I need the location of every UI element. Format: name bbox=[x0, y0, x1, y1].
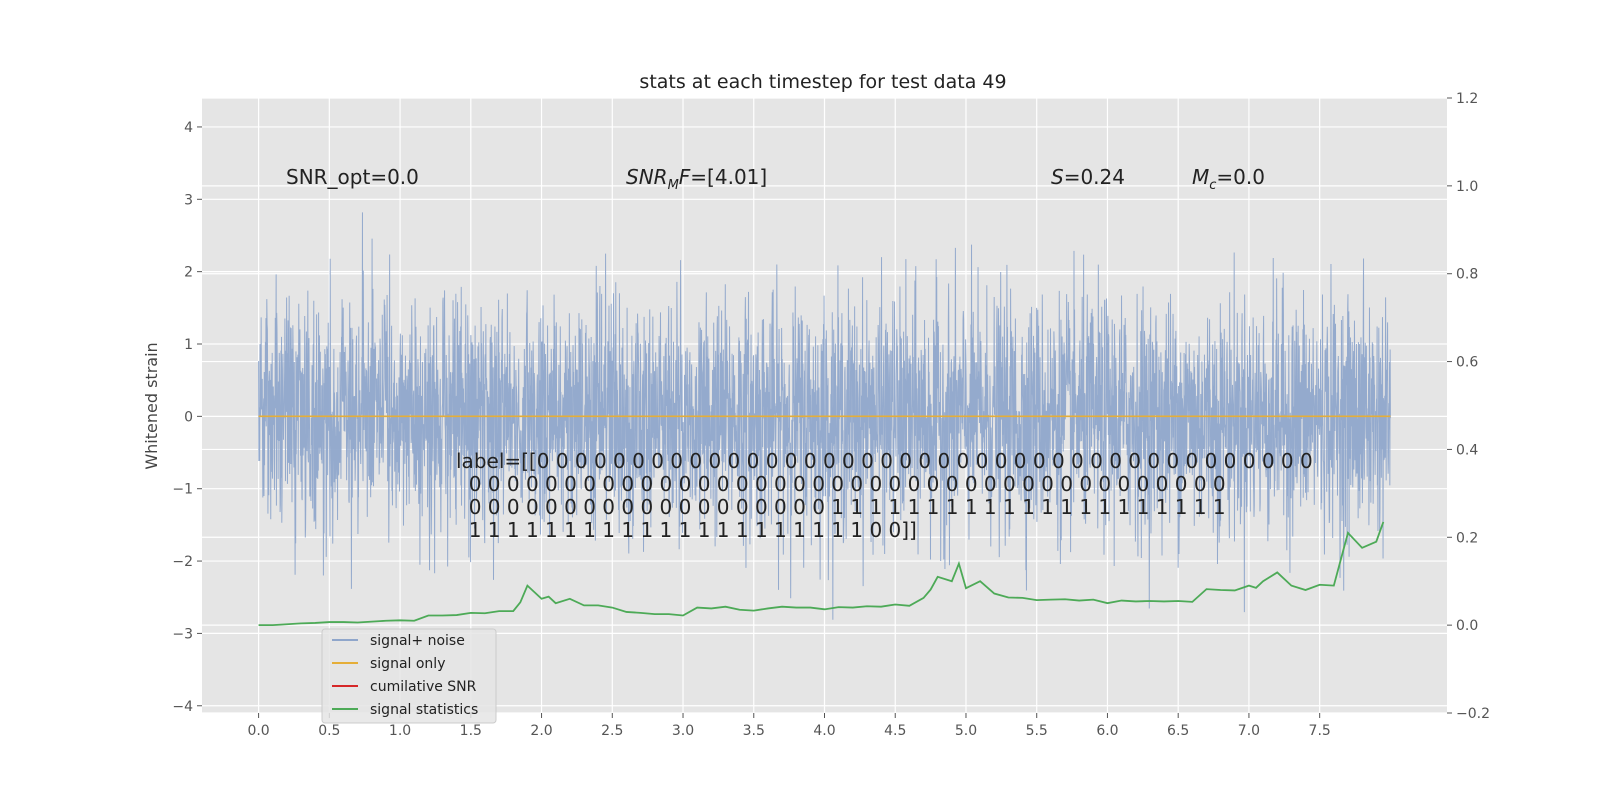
x-tick-label: 7.5 bbox=[1309, 723, 1331, 739]
label-line: 1 1 1 1 1 1 1 1 1 1 1 1 1 1 1 1 1 1 1 1 … bbox=[456, 518, 917, 542]
legend-label: signal only bbox=[370, 656, 445, 672]
y2-tick-label: 0.2 bbox=[1456, 530, 1478, 546]
y-tick-label: 0 bbox=[184, 409, 193, 425]
annotation-mc: Mc=0.0 bbox=[1192, 165, 1265, 193]
x-tick-label: 7.0 bbox=[1238, 723, 1260, 739]
y2-tick-label: 0.6 bbox=[1456, 355, 1478, 371]
x-tick-label: 2.0 bbox=[530, 723, 552, 739]
x-tick-label: 6.5 bbox=[1167, 723, 1189, 739]
x-tick-label: 3.0 bbox=[672, 723, 694, 739]
x-tick-label: 5.5 bbox=[1026, 723, 1048, 739]
x-axis-ticks: 0.0 0.5 1.0 1.5 2.0 2.5 3.0 3.5 4.0 4.5 5.0 5.5 6.0 6… bbox=[247, 713, 1331, 739]
y2-tick-label: 0.8 bbox=[1456, 267, 1478, 283]
legend-label: signal statistics bbox=[370, 702, 478, 718]
y2-tick-label: 0.4 bbox=[1456, 442, 1478, 458]
x-tick-label: 0.0 bbox=[247, 723, 269, 739]
label-line: 0 0 0 0 0 0 0 0 0 0 0 0 0 0 0 0 0 0 0 0 … bbox=[456, 472, 1226, 496]
annotation-snr-mf: SNRMF=[4.01] bbox=[626, 165, 767, 193]
x-tick-label: 5.0 bbox=[955, 723, 977, 739]
signal-plus-noise-line bbox=[258, 212, 1391, 620]
x-tick-label: 4.0 bbox=[813, 723, 835, 739]
label-line: 0 0 0 0 0 0 0 0 0 0 0 0 0 0 0 0 0 0 0 1 … bbox=[456, 495, 1226, 519]
y2-tick-label: 1.0 bbox=[1456, 179, 1478, 195]
x-tick-label: 2.5 bbox=[601, 723, 623, 739]
x-tick-label: 3.5 bbox=[743, 723, 765, 739]
y-tick-label: 4 bbox=[184, 120, 193, 136]
y2-tick-label: 1.2 bbox=[1456, 91, 1478, 107]
y-tick-label: −2 bbox=[172, 554, 193, 570]
y-axis-ticks: 4 3 2 1 0 −1 −2 −3 −4 bbox=[172, 120, 202, 715]
y-tick-label: −4 bbox=[172, 699, 193, 715]
right-y-axis-ticks: 1.2 1.0 0.8 0.6 0.4 0.2 0.0 −0.2 bbox=[1447, 91, 1490, 722]
y-tick-label: −1 bbox=[172, 482, 193, 498]
legend-box bbox=[321, 628, 497, 724]
legend-label: cumilative SNR bbox=[370, 679, 477, 695]
y2-tick-label: −0.2 bbox=[1456, 706, 1490, 722]
x-tick-label: 0.5 bbox=[318, 723, 340, 739]
signal-statistics-trace bbox=[258, 521, 1385, 627]
x-tick-label: 1.5 bbox=[460, 723, 482, 739]
annotation-snr-opt: SNR_opt=0.0 bbox=[286, 165, 419, 189]
signal-statistics-line bbox=[258, 521, 1385, 627]
y-tick-label: 3 bbox=[184, 192, 193, 208]
y-tick-label: −3 bbox=[172, 626, 193, 642]
annotation-s: S=0.24 bbox=[1051, 165, 1125, 189]
legend: signal+ noise signal only cumilative SNR… bbox=[321, 628, 497, 724]
x-tick-label: 1.0 bbox=[389, 723, 411, 739]
x-tick-label: 4.5 bbox=[884, 723, 906, 739]
y-tick-label: 1 bbox=[184, 337, 193, 353]
annotation-label: label=[[0 0 0 0 0 0 0 0 0 0 0 0 0 0 0 0 … bbox=[456, 449, 1313, 542]
y-tick-label: 2 bbox=[184, 265, 193, 281]
label-line: label=[[0 0 0 0 0 0 0 0 0 0 0 0 0 0 0 0 … bbox=[456, 449, 1313, 473]
y-axis-label: Whitened strain bbox=[142, 342, 161, 469]
chart-title: stats at each timestep for test data 49 bbox=[639, 71, 1006, 93]
legend-label: signal+ noise bbox=[370, 633, 465, 649]
x-tick-label: 6.0 bbox=[1096, 723, 1118, 739]
signal-plus-noise-trace bbox=[258, 212, 1391, 620]
y2-tick-label: 0.0 bbox=[1456, 618, 1478, 634]
